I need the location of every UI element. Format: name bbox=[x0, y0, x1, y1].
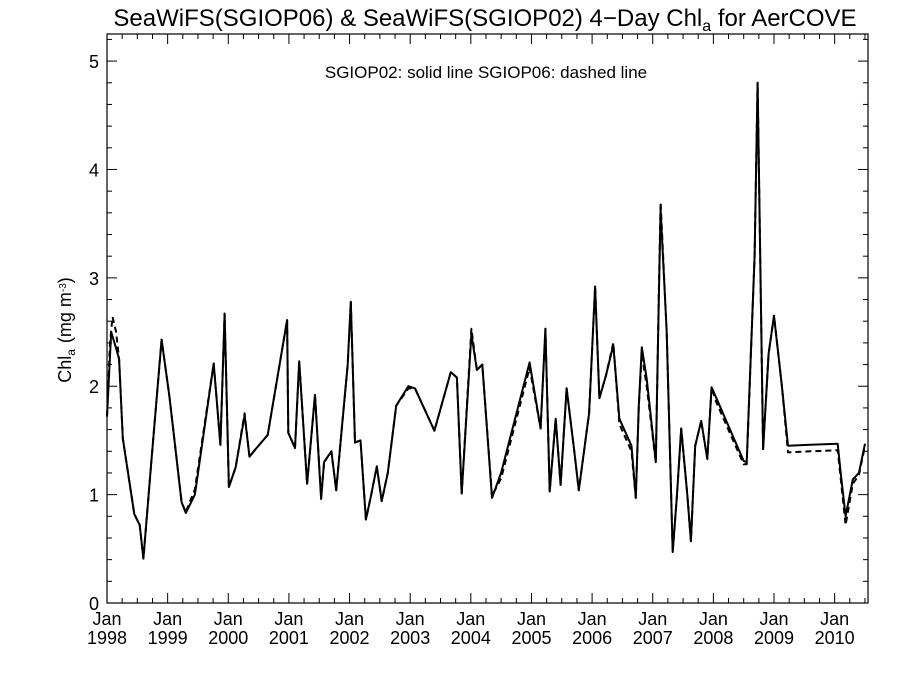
x-tick-label-month: Jan bbox=[638, 609, 667, 629]
x-tick-label-year: 1998 bbox=[87, 628, 127, 648]
x-tick-label-month: Jan bbox=[759, 609, 788, 629]
line-style-annotation: SGIOP02: solid line SGIOP06: dashed line bbox=[325, 63, 647, 82]
series-line-solid bbox=[106, 81, 866, 560]
plot-area bbox=[106, 81, 866, 560]
y-axis-label-subscript: a bbox=[64, 349, 78, 356]
x-tick-label-month: Jan bbox=[274, 609, 303, 629]
y-axis-label: Chla (mg m-3) bbox=[55, 277, 78, 383]
x-tick-label-month: Jan bbox=[396, 609, 425, 629]
y-tick-label: 2 bbox=[89, 377, 99, 397]
y-tick-label: 4 bbox=[89, 160, 99, 180]
chart-title-main: SeaWiFS(SGIOP06) & SeaWiFS(SGIOP02) 4−Da… bbox=[113, 5, 702, 32]
x-tick-label-year: 2000 bbox=[208, 628, 248, 648]
x-tick-label-year: 1999 bbox=[148, 628, 188, 648]
series-line-dashed bbox=[106, 81, 866, 560]
y-axis-label-superscript: -3 bbox=[58, 283, 69, 292]
x-tick-label-year: 2006 bbox=[572, 628, 612, 648]
x-tick-label-year: 2001 bbox=[269, 628, 309, 648]
x-tick-label-month: Jan bbox=[153, 609, 182, 629]
x-tick-label-year: 2005 bbox=[511, 628, 551, 648]
x-tick-label-year: 2009 bbox=[754, 628, 794, 648]
x-tick-label-year: 2010 bbox=[815, 628, 855, 648]
x-tick-label-year: 2008 bbox=[693, 628, 733, 648]
x-tick-label-month: Jan bbox=[456, 609, 485, 629]
chart-title-subscript: a bbox=[702, 18, 711, 35]
chart-title-tail: for AerCOVE bbox=[711, 5, 856, 32]
y-tick-label: 1 bbox=[89, 486, 99, 506]
x-tick-label-month: Jan bbox=[517, 609, 546, 629]
x-tick-label-year: 2002 bbox=[330, 628, 370, 648]
y-axis-label-close: ) bbox=[55, 277, 75, 283]
x-tick-label-month: Jan bbox=[820, 609, 849, 629]
y-axis-label-main: Chl bbox=[55, 356, 75, 383]
y-axis-label-unit: (mg m bbox=[55, 292, 75, 343]
x-tick-label-month: Jan bbox=[335, 609, 364, 629]
x-tick-label-month: Jan bbox=[214, 609, 243, 629]
x-tick-label-year: 2004 bbox=[451, 628, 491, 648]
axes: 012345Jan1998Jan1999Jan2000Jan2001Jan200… bbox=[87, 33, 869, 648]
x-tick-label-month: Jan bbox=[699, 609, 728, 629]
x-tick-label-year: 2003 bbox=[390, 628, 430, 648]
chart-title: SeaWiFS(SGIOP06) & SeaWiFS(SGIOP02) 4−Da… bbox=[113, 5, 856, 35]
x-tick-label-year: 2007 bbox=[633, 628, 673, 648]
y-tick-label: 5 bbox=[89, 52, 99, 72]
y-tick-label: 3 bbox=[89, 269, 99, 289]
y-tick-label: 0 bbox=[89, 594, 99, 614]
x-tick-label-month: Jan bbox=[92, 609, 121, 629]
x-tick-label-month: Jan bbox=[578, 609, 607, 629]
plot-frame bbox=[106, 33, 869, 604]
